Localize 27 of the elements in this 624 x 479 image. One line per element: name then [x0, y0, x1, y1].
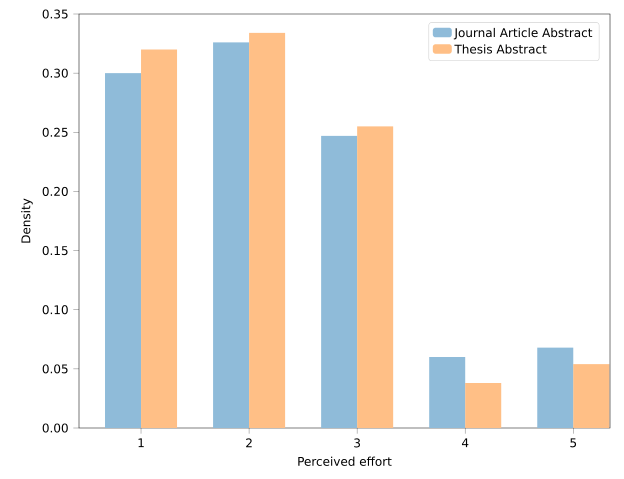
- y-tick-label: 0.10: [42, 305, 68, 314]
- bar: [141, 49, 178, 428]
- x-tick-label: 3: [354, 438, 360, 448]
- bar: [357, 126, 394, 428]
- y-tick-label: 0.05: [42, 364, 68, 374]
- y-tick-label: 0.35: [42, 9, 68, 19]
- legend-label: Thesis Abstract: [454, 44, 546, 54]
- bar: [321, 136, 358, 428]
- x-tick-label: 5: [570, 438, 576, 448]
- y-tick-label: 0.20: [42, 186, 68, 196]
- bar: [429, 357, 466, 428]
- x-tick-label: 2: [246, 438, 252, 448]
- bar: [249, 32, 286, 428]
- bar: [573, 364, 610, 428]
- bar: [465, 383, 502, 428]
- y-tick-label: 0.25: [42, 128, 68, 137]
- y-tick-label: 0.00: [42, 423, 68, 433]
- y-axis-title: Density: [21, 198, 33, 243]
- legend-label: Journal Article Abstract: [454, 28, 592, 40]
- y-tick-label: 0.30: [42, 68, 68, 78]
- bar: [105, 73, 142, 428]
- bar: [537, 348, 574, 428]
- x-axis-title: Perceived effort: [298, 456, 392, 466]
- x-tick-label: 1: [138, 438, 144, 448]
- y-tick-label: 0.15: [42, 246, 68, 256]
- bar: [213, 42, 250, 428]
- x-tick-label: 4: [462, 438, 468, 448]
